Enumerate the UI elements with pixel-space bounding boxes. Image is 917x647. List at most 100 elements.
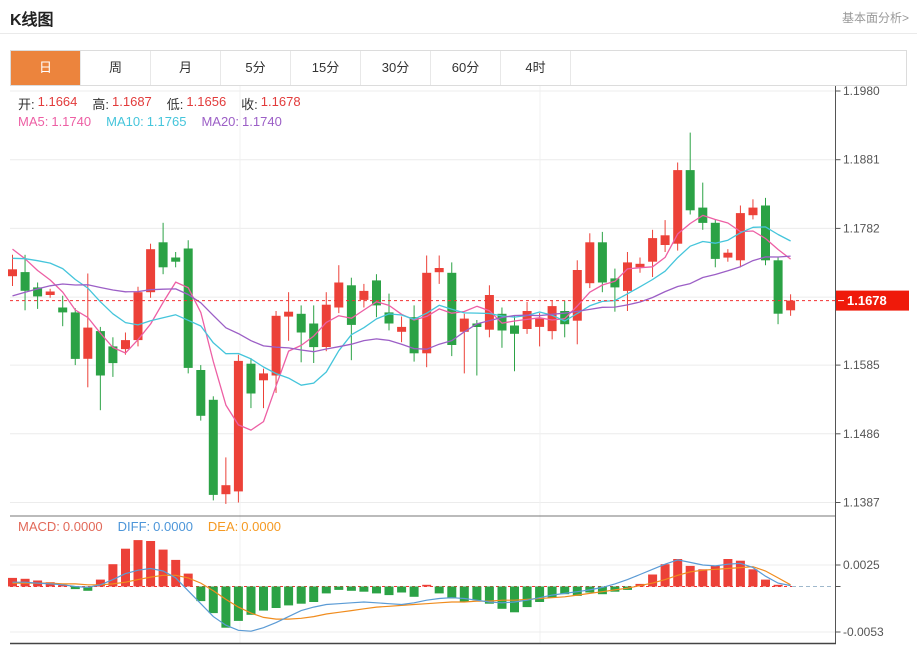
candle-body (459, 318, 469, 332)
macd-bar (560, 586, 570, 595)
ma20-legend: MA20: 1.1740 (201, 114, 282, 129)
candle-body (786, 300, 796, 311)
candle-body (121, 340, 130, 350)
macd-tick-label: -0.0053 (843, 625, 884, 639)
tab-30min[interactable]: 30分 (361, 51, 431, 85)
candle-body (397, 326, 407, 332)
macd-bar (58, 584, 68, 587)
tab-month[interactable]: 月 (151, 51, 221, 85)
tab-day[interactable]: 日 (11, 51, 81, 85)
candle-body (334, 282, 344, 308)
candle-body (510, 325, 519, 334)
macd-value: MACD: 0.0000 (18, 519, 103, 534)
fundamental-analysis-link[interactable]: 基本面分析> (841, 11, 909, 25)
candle-body (723, 252, 733, 258)
ohlc-low: 低: 1.1656 (166, 94, 227, 112)
page-title: K线图 (10, 12, 54, 29)
macd-bar (208, 586, 218, 614)
macd-bar (773, 584, 783, 587)
macd-bar (183, 573, 193, 587)
candles-layer (8, 132, 796, 504)
candle-body (196, 370, 206, 416)
price-tick-label: 1.1387 (843, 496, 880, 510)
candle-body (635, 263, 645, 268)
ma-legend: MA5: 1.1740 MA10: 1.1765 MA20: 1.1740 (18, 114, 282, 129)
macd-bar (221, 586, 231, 628)
macd-bar (397, 586, 407, 593)
candle-body (208, 399, 218, 495)
last-price-badge: 1.1678 (836, 290, 909, 311)
macd-bar (497, 586, 507, 609)
macd-bar (748, 569, 758, 587)
tab-week[interactable]: 周 (81, 51, 151, 85)
candle-body (233, 360, 243, 492)
price-tick-label: 1.1585 (843, 358, 880, 372)
macd-bar (698, 569, 708, 587)
candle-body (434, 268, 444, 273)
ma5-legend: MA5: 1.1740 (18, 114, 92, 129)
macd-bar (246, 586, 256, 615)
candle-body (761, 205, 770, 261)
macd-bar (547, 586, 557, 598)
candle-body (610, 278, 620, 288)
svg-text:1.1678: 1.1678 (847, 293, 887, 308)
tab-15min[interactable]: 15分 (291, 51, 361, 85)
macd-bar (334, 586, 344, 590)
candle-body (33, 287, 43, 297)
macd-bar (648, 574, 658, 587)
candle-body (673, 170, 683, 244)
macd-bar (372, 586, 381, 594)
tab-5min[interactable]: 5分 (221, 51, 291, 85)
candle-body (321, 304, 331, 347)
ohlc-high: 高: 1.1687 (92, 94, 152, 112)
candle-body (221, 485, 231, 495)
macd-bar (158, 549, 168, 587)
macd-bar (484, 586, 494, 604)
macd-bar (284, 586, 294, 606)
candle-body (133, 292, 143, 341)
candle-body (547, 306, 557, 332)
macd-bar (196, 586, 206, 602)
ohlc-close: 收: 1.1678 (241, 94, 301, 112)
macd-bar (259, 586, 268, 611)
price-tick-label: 1.1782 (843, 221, 880, 235)
macd-bar (271, 586, 281, 608)
macd-bar (522, 586, 532, 608)
tab-4hour[interactable]: 4时 (501, 51, 571, 85)
grid-lines (10, 86, 835, 644)
candle-body (296, 313, 306, 333)
macd-bar (359, 586, 369, 592)
macd-bar (761, 579, 770, 587)
ohlc-open: 开: 1.1664 (18, 94, 78, 112)
macd-bar (459, 586, 469, 602)
candle-body (484, 295, 494, 330)
macd-bar (710, 565, 720, 587)
price-tick-label: 1.1881 (843, 153, 880, 167)
candle-body (710, 222, 720, 259)
dea-line (12, 566, 791, 620)
price-tick-label: 1.1980 (843, 84, 880, 98)
macd-bar (735, 560, 745, 587)
candle-body (685, 170, 695, 211)
price-axis: 1.1980 1.1881 1.1782 1.1585 1.1486 1.1387 0.00… (10, 84, 884, 645)
candle-body (271, 315, 281, 376)
tab-60min[interactable]: 60分 (431, 51, 501, 85)
candle-body (83, 327, 93, 359)
ma20-line (12, 255, 791, 353)
macd-bar (296, 586, 306, 604)
macd-bar (384, 586, 394, 596)
candle-body (585, 242, 595, 284)
candle-body (284, 311, 294, 317)
macd-bar (472, 586, 482, 601)
macd-bar (685, 565, 695, 587)
ma10-legend: MA10: 1.1765 (106, 114, 187, 129)
candle-body (497, 313, 507, 331)
candle-body (535, 318, 545, 327)
candle-body (359, 290, 369, 300)
candle-body (648, 238, 658, 262)
macd-bar (95, 579, 105, 587)
candle-body (246, 363, 256, 394)
macd-bar (346, 586, 356, 591)
